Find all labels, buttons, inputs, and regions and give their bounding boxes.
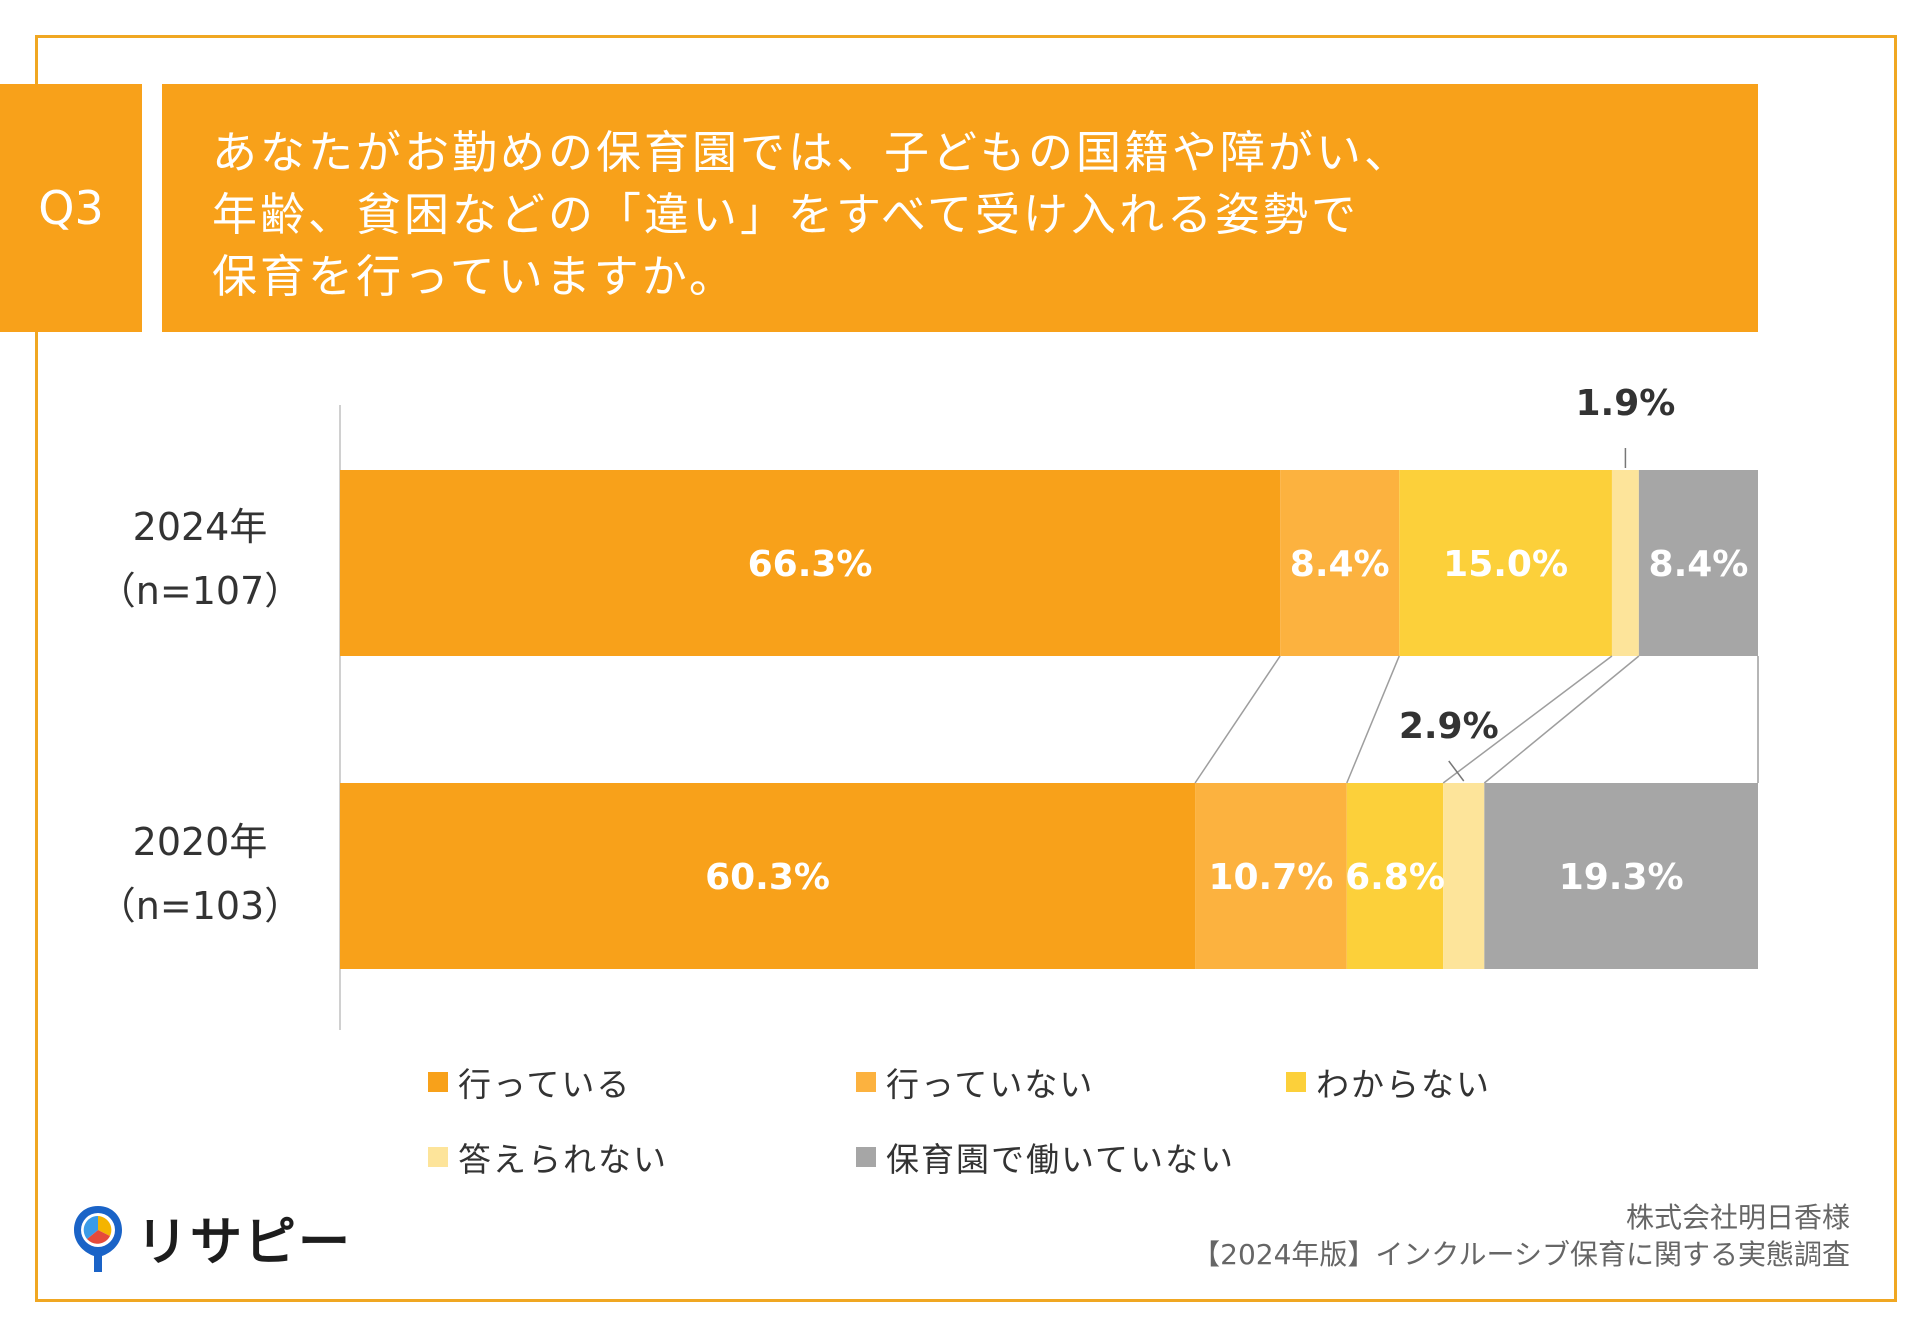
legend-label: 保育園で働いていない <box>886 1140 1236 1179</box>
legend-swatch <box>428 1147 448 1167</box>
category-year: 2020年 <box>132 820 268 864</box>
frame-border <box>35 35 1897 1302</box>
legend-swatch <box>856 1072 876 1092</box>
category-label-2020: 2020年 （n=103） <box>75 810 325 938</box>
bar-segment <box>1280 470 1400 656</box>
data-label: 8.4% <box>1649 544 1749 585</box>
data-label: 60.3% <box>705 857 830 898</box>
bar-segment <box>340 783 1196 969</box>
data-label: 19.3% <box>1559 857 1684 898</box>
legend-item-doing: 行っている <box>428 1058 631 1106</box>
legend-swatch <box>428 1072 448 1092</box>
bar-segment <box>1195 783 1347 969</box>
legend-item-not-working: 保育園で働いていない <box>856 1133 1235 1181</box>
connector-line <box>1346 655 1400 784</box>
bar-segment <box>1484 783 1758 969</box>
title-line-3: 保育を行っていますか。 <box>212 250 737 303</box>
bar-segment <box>1443 783 1485 969</box>
data-label: 15.0% <box>1443 544 1568 585</box>
question-title-box: あなたがお勤めの保育園では、子どもの国籍や障がい、 年齢、貧困などの「違い」をす… <box>162 84 1758 332</box>
bar-segment <box>1399 470 1612 656</box>
legend-label: 行っていない <box>886 1065 1095 1104</box>
title-line-1: あなたがお勤めの保育園では、子どもの国籍や障がい、 <box>212 126 1413 179</box>
category-n: （n=103） <box>97 884 303 928</box>
legend-swatch <box>1286 1072 1306 1092</box>
connector-line <box>1194 655 1281 784</box>
bar-segment <box>1346 783 1444 969</box>
bar-segment <box>340 470 1281 656</box>
bar-segment <box>1611 470 1639 656</box>
data-label: 1.9% <box>1575 383 1675 424</box>
title-line-2: 年齢、貧困などの「違い」をすべて受け入れる姿勢で <box>212 188 1360 241</box>
data-label: 8.4% <box>1290 544 1390 585</box>
logo-text: リサピー <box>136 1213 353 1273</box>
legend-item-not-doing: 行っていない <box>856 1058 1094 1106</box>
category-n: （n=107） <box>97 569 303 613</box>
category-year: 2024年 <box>132 505 268 549</box>
pin-icon <box>74 1205 122 1272</box>
question-number: Q3 <box>38 181 104 235</box>
data-label: 2.9% <box>1399 706 1499 747</box>
callout-line <box>1448 760 1465 782</box>
connector-line <box>1483 655 1640 784</box>
source-company: 株式会社明日香様 <box>1625 1201 1850 1234</box>
legend-swatch <box>856 1147 876 1167</box>
legend-item-dont-know: わからない <box>1286 1058 1491 1106</box>
question-number-badge: Q3 <box>0 84 142 332</box>
bar-segment <box>1638 470 1758 656</box>
legend-label: 答えられない <box>458 1140 668 1179</box>
source-survey: 【2024年版】インクルーシブ保育に関する実態調査 <box>1192 1238 1850 1271</box>
legend-item-cannot-answer: 答えられない <box>428 1133 668 1181</box>
connector-line <box>1442 655 1613 784</box>
data-label: 6.8% <box>1345 857 1445 898</box>
data-label: 10.7% <box>1208 857 1333 898</box>
risapy-logo: リサピー <box>70 1200 352 1275</box>
data-label: 66.3% <box>748 544 873 585</box>
category-label-2024: 2024年 （n=107） <box>75 495 325 623</box>
legend-label: わからない <box>1316 1065 1491 1104</box>
legend-label: 行っている <box>458 1065 632 1104</box>
